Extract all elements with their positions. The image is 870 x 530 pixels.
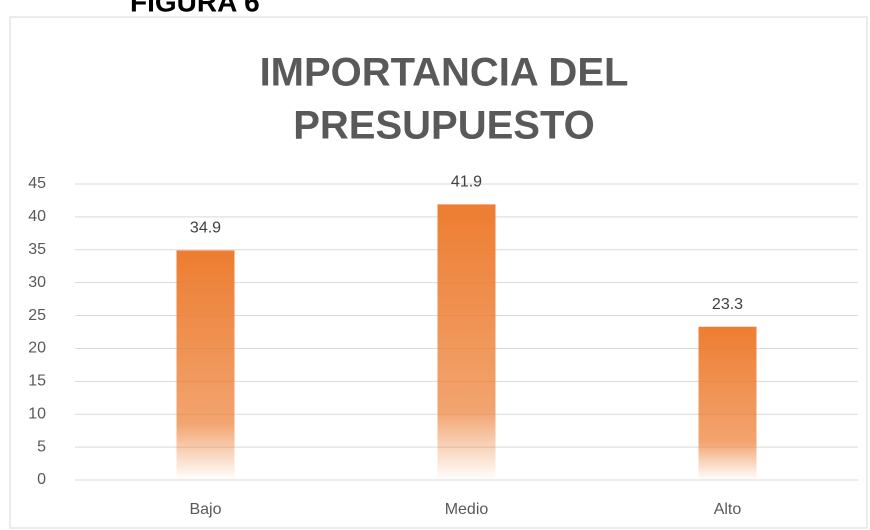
chart-title: IMPORTANCIA DEL [260,51,629,95]
y-tick-label: 35 [28,241,46,258]
y-tick-label: 45 [28,175,46,192]
chart-title: PRESUPUESTO [293,104,595,148]
value-label: 41.9 [451,174,482,191]
y-tick-label: 20 [28,340,46,357]
y-tick-label: 25 [28,307,46,324]
bar [437,204,496,480]
value-label: 34.9 [190,220,221,237]
y-tick-label: 40 [28,208,46,225]
bar [176,250,235,480]
y-tick-label: 5 [37,438,46,455]
x-tick-label: Medio [445,501,489,518]
bar [698,326,757,480]
x-tick-label: Alto [714,501,742,518]
y-tick-label: 0 [37,471,46,488]
y-tick-label: 10 [28,405,46,422]
y-tick-label: 30 [28,274,46,291]
y-tick-label: 15 [28,373,46,390]
value-label: 23.3 [712,296,743,313]
figure-caption: FIGURA 6 [130,0,260,17]
x-tick-label: Bajo [189,501,221,518]
